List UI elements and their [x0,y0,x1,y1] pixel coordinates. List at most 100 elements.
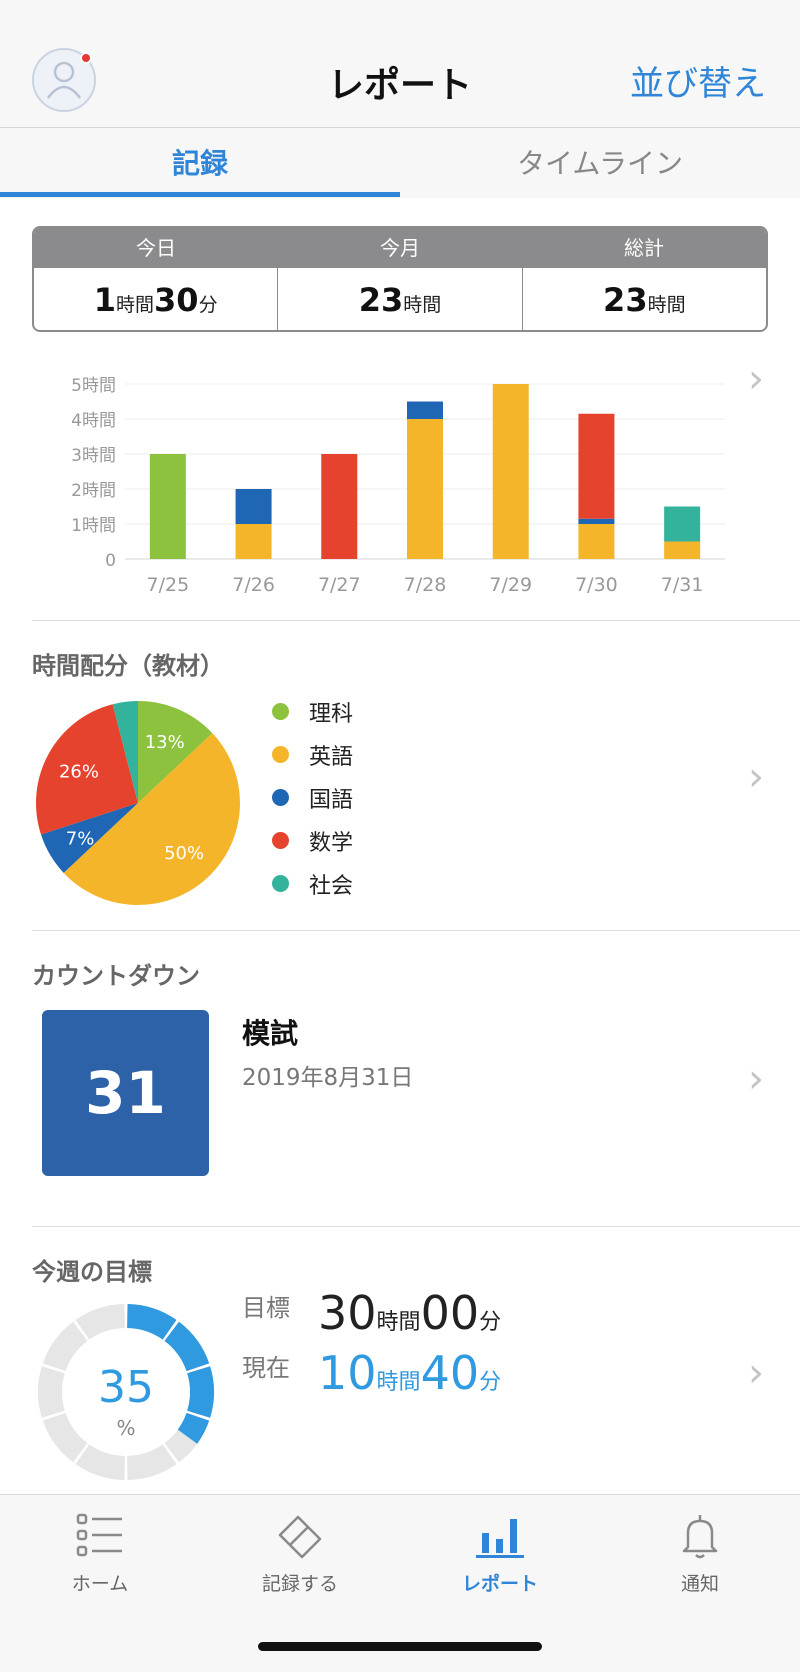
x-tick-label: 7/27 [318,574,361,596]
bar-segment [235,524,272,559]
current-hours-unit: 時間 [376,1370,421,1395]
target-hours: 30 [318,1286,377,1340]
bar-segment [321,454,358,559]
tab-timeline[interactable]: タイムライン [516,147,684,180]
x-tick-label: 7/26 [232,574,275,596]
page-title: レポート [327,65,472,106]
tab-active-indicator [0,192,400,197]
today-minutes: 30 [154,281,199,319]
divider [32,1226,800,1227]
ring-segment-filled [177,1412,210,1444]
tab-record[interactable]: 記録 [171,147,228,180]
eraser-icon [278,1515,322,1559]
legend-label: 理科 [309,701,354,727]
pie-slice [138,701,213,803]
list-icon [76,1513,122,1557]
pie-slice-label: 26% [59,762,99,783]
nav-report[interactable]: レポート [400,1511,600,1596]
ring-segment [42,1412,88,1463]
chevron-right-icon[interactable]: › [748,754,764,800]
bar-segment [578,518,615,524]
nav-home[interactable]: ホーム [0,1511,200,1596]
month-hours: 23 [358,281,404,319]
legend-dot [272,746,289,763]
divider [32,620,800,621]
pie-slice-label: 13% [145,732,185,753]
goal-percent: 35 [98,1362,154,1413]
bar-segment [492,384,529,559]
legend-item: 英語 [272,733,353,776]
weekly-goal-title: 今週の目標 [32,1258,152,1286]
allocation-title: 時間配分（教材） [32,652,224,680]
bar-segment [407,419,443,559]
nav-notifications[interactable]: 通知 [600,1511,800,1596]
goal-current-value: 10時間40分 [318,1346,501,1400]
goal-progress-ring[interactable]: 35% [34,1300,218,1484]
countdown-days-box[interactable]: 31 [42,1010,209,1176]
legend-dot [272,703,289,720]
ring-segment-filled [126,1304,177,1340]
chevron-right-icon[interactable]: › [748,1350,764,1396]
today-hours-unit: 時間 [116,294,155,316]
bar-segment [578,524,615,559]
notification-badge [80,52,92,64]
stacked-bar-chart: 0 1時間 2時間 3時間 4時間 5時間 7/25 7/26 7/27 7/28 7/29 7/30… [71,376,725,596]
legend-label: 英語 [309,744,354,770]
y-tick-label: 4時間 [71,411,116,431]
study-time-summary: 今日 今月 総計 1時間30分 23時間 23時間 [32,226,768,332]
legend-label: 国語 [309,787,354,813]
today-hours: 1 [93,281,117,319]
x-tick-label: 7/25 [147,574,190,596]
legend-item: 社会 [272,862,353,905]
bar-chart-icon [476,1519,524,1558]
allocation-pie-chart[interactable]: 13% 50% 7% 26% [28,693,248,913]
bar-segment [664,506,701,542]
pie-slice [35,704,138,835]
y-tick-label: 1時間 [71,516,116,536]
legend-item: 数学 [272,819,353,862]
x-tick-label: 7/31 [661,574,704,596]
y-tick-label: 3時間 [71,446,116,466]
target-minutes-unit: 分 [479,1310,502,1335]
legend-label: 社会 [309,873,354,899]
nav-label-record: 記録する [261,1573,338,1595]
ring-segment [126,1444,177,1480]
header-bar: レポート 並び替え [0,0,800,128]
legend-dot [272,789,289,806]
target-hours-unit: 時間 [376,1310,421,1335]
avatar[interactable] [32,48,96,112]
summary-header-total: 総計 [624,236,664,260]
current-hours: 10 [318,1346,377,1400]
tab-bar: 記録 タイムライン [0,128,800,198]
allocation-legend: 理科 英語 国語 数学 社会 [272,690,353,905]
chevron-right-icon[interactable]: › [748,1056,764,1102]
summary-header-month: 今月 [380,236,420,260]
sort-button[interactable]: 並び替え [630,64,766,104]
pie-slice [112,701,138,803]
summary-header-today: 今日 [136,236,176,260]
current-minutes: 40 [420,1346,480,1400]
user-icon [46,61,82,99]
x-tick-label: 7/30 [575,574,618,596]
goal-current-label: 現在 [242,1354,290,1382]
summary-month: 23時間 [278,268,523,330]
nav-record[interactable]: 記録する [200,1511,400,1596]
divider [32,930,800,931]
ring-segment [38,1366,65,1418]
goal-target-label: 目標 [242,1294,290,1322]
summary-today: 1時間30分 [34,268,279,330]
exam-date: 2019年8月31日 [242,1065,414,1091]
ring-segment [75,1444,126,1480]
home-indicator [258,1642,542,1651]
pie-slice-label: 50% [164,843,204,864]
y-tick-label: 2時間 [71,481,116,501]
ring-segment [42,1321,88,1372]
exam-name: 模試 [242,1017,299,1050]
ring-segment [75,1304,126,1340]
chevron-right-icon[interactable]: › [748,356,764,402]
pie-slice-label: 7% [66,828,95,849]
x-tick-label: 7/29 [489,574,532,596]
daily-study-chart[interactable]: 0 1時間 2時間 3時間 4時間 5時間 7/25 7/26 7/27 7/28 7/29 7/30… [0,356,800,600]
ring-segment-filled [164,1321,210,1372]
legend-label: 数学 [309,830,354,856]
